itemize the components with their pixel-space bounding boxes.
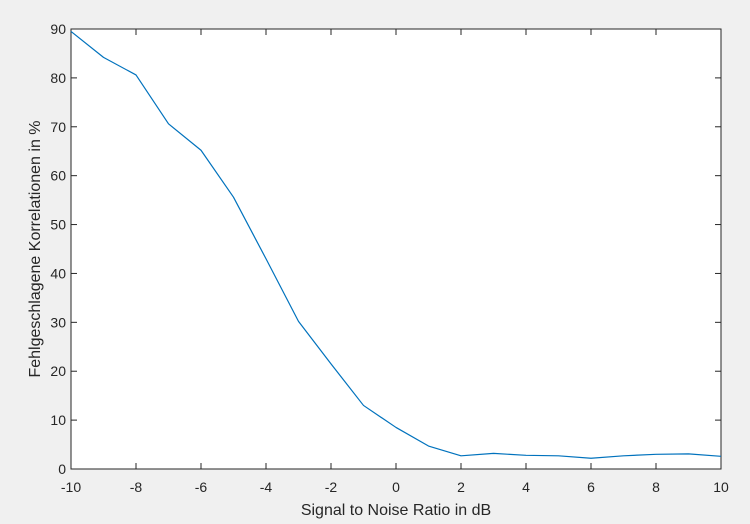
y-tick-label: 60 bbox=[50, 168, 66, 184]
x-tick-label: 4 bbox=[522, 479, 530, 495]
y-tick-label: 30 bbox=[50, 314, 66, 330]
x-axis-ticks: -10 -8 -6 -4 -2 0 2 4 6 8 10 bbox=[61, 29, 729, 495]
y-tick-label: 80 bbox=[50, 70, 66, 86]
y-tick-label: 10 bbox=[50, 412, 66, 428]
x-tick-label: 6 bbox=[587, 479, 595, 495]
y-axis-label: Fehlgeschlagene Korrelationen in % bbox=[27, 120, 44, 377]
y-tick-label: 70 bbox=[50, 119, 66, 135]
x-tick-label: 0 bbox=[392, 479, 400, 495]
x-tick-label: 10 bbox=[713, 479, 729, 495]
y-tick-label: 20 bbox=[50, 363, 66, 379]
y-tick-label: 50 bbox=[50, 217, 66, 233]
x-tick-label: 8 bbox=[652, 479, 660, 495]
x-tick-label: -8 bbox=[130, 479, 143, 495]
y-tick-label: 0 bbox=[58, 461, 66, 477]
x-tick-label: -4 bbox=[260, 479, 273, 495]
plot-area bbox=[70, 28, 722, 470]
series-layer bbox=[70, 30, 722, 459]
x-tick-label: -6 bbox=[195, 479, 208, 495]
x-tick-label: 2 bbox=[457, 479, 465, 495]
x-tick-label: -10 bbox=[61, 479, 81, 495]
x-axis-label: Signal to Noise Ratio in dB bbox=[301, 502, 491, 519]
y-tick-label: 90 bbox=[50, 21, 66, 37]
y-axis-ticks: 0 10 20 30 40 50 60 70 80 90 bbox=[50, 21, 721, 477]
x-tick-label: -2 bbox=[325, 479, 338, 495]
y-tick-label: 40 bbox=[50, 265, 66, 281]
series-line bbox=[70, 30, 722, 459]
